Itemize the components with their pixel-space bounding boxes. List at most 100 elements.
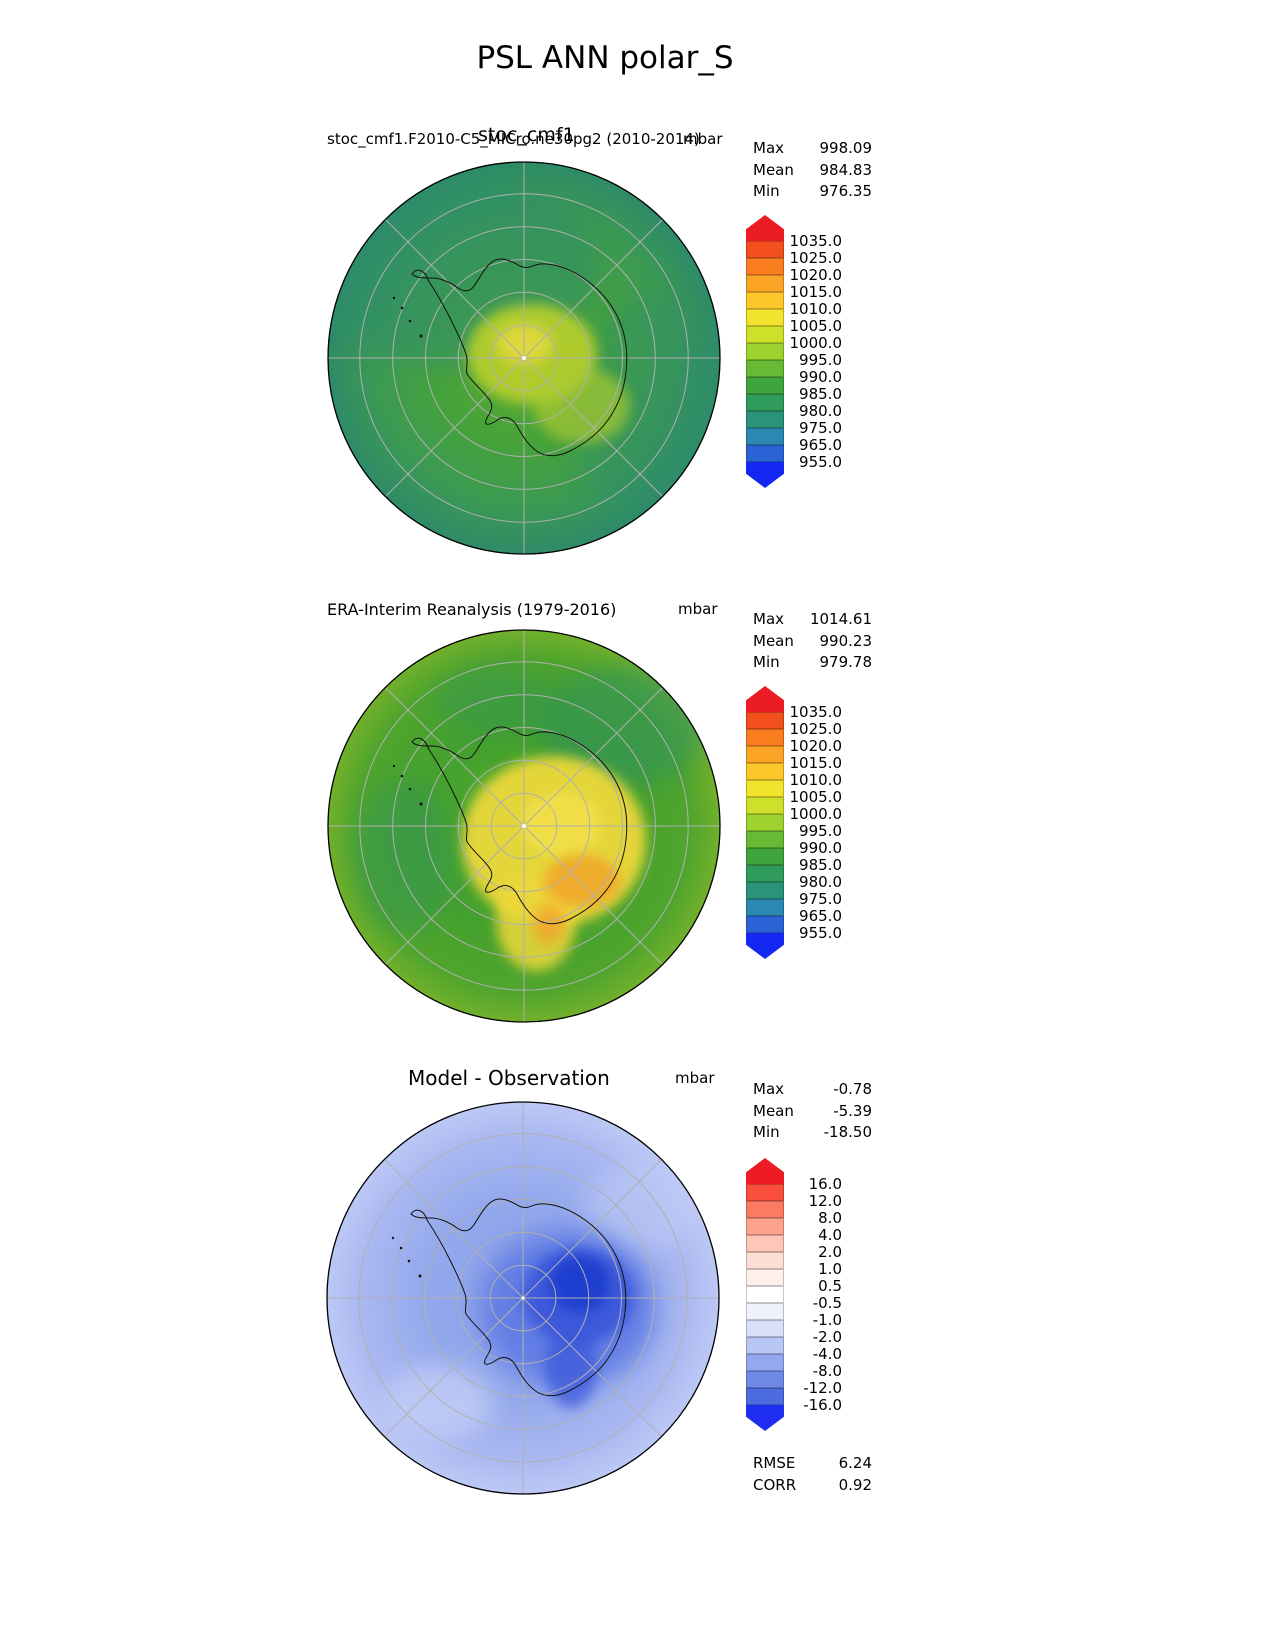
map-outline [327, 161, 721, 555]
colorbar-segment [746, 445, 784, 462]
stat-max-label: Max [753, 1079, 785, 1098]
stat-min-label: Min [753, 653, 780, 672]
colorbar-tick-label: 1035.0 [789, 703, 843, 721]
colorbar-segment [746, 865, 784, 882]
colorbar-tick-label: 955.0 [799, 453, 842, 471]
colorbar-tick-label: -8.0 [812, 1362, 842, 1380]
stat-max-value: -0.78 [833, 1079, 872, 1098]
reference-colorbar [746, 686, 784, 959]
colorbar-tick-label: 995.0 [799, 351, 842, 369]
stat-corr-value: 0.92 [838, 1475, 872, 1494]
colorbar-segment [746, 763, 784, 780]
colorbar-tick-label: 955.0 [799, 924, 842, 942]
stat-rmse-label: RMSE [753, 1453, 796, 1472]
page-title: PSL ANN polar_S [476, 40, 734, 76]
model-colorbar [746, 215, 784, 488]
reference-stats: Max 1014.61 Mean 990.23 Min 979.78 [753, 608, 872, 673]
colorbar-segment [746, 1388, 784, 1405]
colorbar-tick-label: 1005.0 [789, 788, 843, 806]
colorbar-segment [746, 780, 784, 797]
stat-mean-label: Mean [753, 160, 794, 179]
stat-min: Min -18.50 [753, 1121, 872, 1143]
stat-mean-value: 990.23 [819, 631, 873, 650]
stat-mean: Mean 990.23 [753, 630, 872, 652]
colorbar-tick-label: 990.0 [799, 368, 842, 386]
colorbar-segment [746, 729, 784, 746]
difference-title: Model - Observation [408, 1066, 610, 1090]
colorbar-segment [746, 882, 784, 899]
colorbar-tick-label: 16.0 [808, 1175, 842, 1193]
colorbar-segment [746, 797, 784, 814]
colorbar-segment [746, 326, 784, 343]
colorbar-segment [746, 1286, 784, 1303]
colorbar-segment [746, 1303, 784, 1320]
colorbar-tick-label: -4.0 [812, 1345, 842, 1363]
colorbar-tick-label: -2.0 [812, 1328, 842, 1346]
stat-min: Min 979.78 [753, 651, 872, 673]
colorbar-tick-label: -16.0 [803, 1396, 842, 1414]
colorbar-arrow-up [746, 686, 784, 712]
model-stats: Max 998.09 Mean 984.83 Min 976.35 [753, 137, 872, 202]
colorbar-tick-label: 975.0 [799, 419, 842, 437]
stat-max: Max 1014.61 [753, 608, 872, 630]
pole-dot [521, 1296, 525, 1300]
colorbar-tick-label: -0.5 [812, 1294, 842, 1312]
stat-max-label: Max [753, 138, 785, 157]
model-polar-map [327, 161, 721, 555]
colorbar-tick-label: 1005.0 [789, 317, 843, 335]
colorbar-tick-label: 1020.0 [789, 737, 843, 755]
stat-mean-value: 984.83 [819, 160, 873, 179]
colorbar-arrow-down [746, 933, 784, 959]
colorbar-segment [746, 1218, 784, 1235]
colorbar-arrow-up [746, 1158, 784, 1184]
stat-rmse: RMSE 6.24 [753, 1452, 872, 1474]
stat-min: Min 976.35 [753, 180, 872, 202]
colorbar-segment [746, 899, 784, 916]
colorbar-tick-label: 8.0 [818, 1209, 842, 1227]
map-outline [326, 1101, 720, 1495]
colorbar-tick-label: 965.0 [799, 907, 842, 925]
colorbar-segment [746, 1269, 784, 1286]
stat-rmse-value: 6.24 [838, 1453, 872, 1472]
colorbar-segment [746, 241, 784, 258]
stat-max: Max -0.78 [753, 1078, 872, 1100]
stat-min-value: 976.35 [819, 182, 873, 201]
colorbar-segment [746, 411, 784, 428]
colorbar-segment [746, 712, 784, 729]
colorbar-segment [746, 1235, 784, 1252]
colorbar-segment [746, 394, 784, 411]
colorbar-tick-label: 980.0 [799, 873, 842, 891]
colorbar-tick-label: 995.0 [799, 822, 842, 840]
colorbar-tick-label: 1000.0 [789, 334, 843, 352]
colorbar-tick-label: 0.5 [818, 1277, 842, 1295]
colorbar-tick-label: 965.0 [799, 436, 842, 454]
colorbar-tick-label: 985.0 [799, 385, 842, 403]
difference-metrics: RMSE 6.24 CORR 0.92 [753, 1452, 872, 1495]
reference-title: ERA-Interim Reanalysis (1979-2016) [327, 600, 617, 619]
stat-max-label: Max [753, 609, 785, 628]
colorbar-tick-label: 985.0 [799, 856, 842, 874]
colorbar-tick-label: 1000.0 [789, 805, 843, 823]
colorbar-tick-label: 980.0 [799, 402, 842, 420]
stat-corr-label: CORR [753, 1475, 797, 1494]
colorbar-arrow-up [746, 215, 784, 241]
colorbar-tick-label: -12.0 [803, 1379, 842, 1397]
colorbar-segment [746, 360, 784, 377]
colorbar-tick-label: 12.0 [808, 1192, 842, 1210]
colorbar-arrow-down [746, 1405, 784, 1431]
stat-min-value: -18.50 [823, 1123, 872, 1142]
stat-max-value: 998.09 [819, 138, 873, 157]
colorbar-segment [746, 916, 784, 933]
colorbar-segment [746, 343, 784, 360]
colorbar-tick-label: 1015.0 [789, 283, 843, 301]
stat-corr: CORR 0.92 [753, 1474, 872, 1496]
model-units-label: mbar [683, 130, 723, 148]
colorbar-segment [746, 258, 784, 275]
colorbar-segment [746, 292, 784, 309]
colorbar-tick-label: 4.0 [818, 1226, 842, 1244]
colorbar-tick-label: 1010.0 [789, 300, 843, 318]
colorbar-tick-label: 2.0 [818, 1243, 842, 1261]
colorbar-tick-label: -1.0 [812, 1311, 842, 1329]
colorbar-tick-label: 1025.0 [789, 720, 843, 738]
